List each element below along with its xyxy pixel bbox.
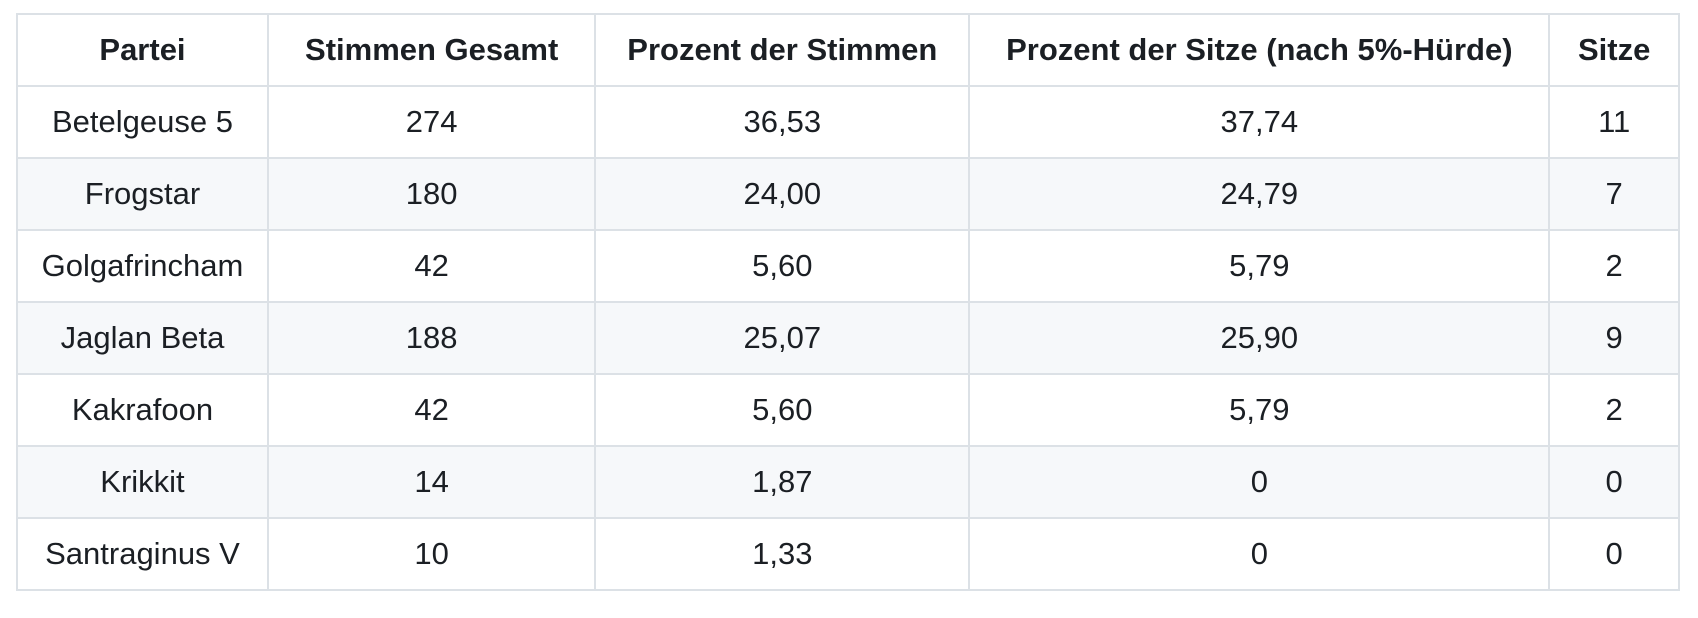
table-row: Betelgeuse 5 274 36,53 37,74 11	[16, 85, 1680, 159]
column-header-prozent-stimmen: Prozent der Stimmen	[594, 13, 971, 87]
table-cell: 0	[968, 445, 1551, 519]
table-cell: 25,90	[968, 301, 1551, 375]
table-cell: 1,87	[594, 445, 971, 519]
table-cell: 0	[968, 517, 1551, 591]
table-cell: 2	[1548, 373, 1680, 447]
table-cell: 10	[266, 517, 597, 591]
table-cell: Golgafrincham	[16, 229, 269, 303]
table-cell: 5,60	[594, 373, 971, 447]
table-cell: 14	[266, 445, 597, 519]
table-cell: 5,79	[968, 373, 1551, 447]
table-cell: 24,00	[594, 157, 971, 231]
table-cell: 42	[266, 373, 597, 447]
table-cell: 42	[266, 229, 597, 303]
table-cell: 0	[1548, 517, 1680, 591]
column-header-sitze: Sitze	[1548, 13, 1680, 87]
table-cell: 11	[1548, 85, 1680, 159]
table-row: Golgafrincham 42 5,60 5,79 2	[16, 229, 1680, 303]
table-cell: 1,33	[594, 517, 971, 591]
table-cell: 24,79	[968, 157, 1551, 231]
column-header-stimmen-gesamt: Stimmen Gesamt	[266, 13, 597, 87]
table-cell: Frogstar	[16, 157, 269, 231]
table-cell: Kakrafoon	[16, 373, 269, 447]
table-cell: 188	[266, 301, 597, 375]
table-cell: Santraginus V	[16, 517, 269, 591]
table-cell: 5,79	[968, 229, 1551, 303]
table-cell: 2	[1548, 229, 1680, 303]
table-cell: 180	[266, 157, 597, 231]
table-cell: 37,74	[968, 85, 1551, 159]
header-row: Partei Stimmen Gesamt Prozent der Stimme…	[16, 13, 1680, 87]
column-header-prozent-sitze: Prozent der Sitze (nach 5%-Hürde)	[968, 13, 1551, 87]
column-header-partei: Partei	[16, 13, 269, 87]
table-cell: 36,53	[594, 85, 971, 159]
table-cell: 0	[1548, 445, 1680, 519]
table-cell: 25,07	[594, 301, 971, 375]
table-cell: 5,60	[594, 229, 971, 303]
table-cell: Betelgeuse 5	[16, 85, 269, 159]
table-body: Betelgeuse 5 274 36,53 37,74 11 Frogstar 180 24…	[16, 85, 1680, 591]
table-header: Partei Stimmen Gesamt Prozent der Stimme…	[16, 13, 1680, 87]
table-cell: Jaglan Beta	[16, 301, 269, 375]
table-cell: 9	[1548, 301, 1680, 375]
table-row: Krikkit 14 1,87 0 0	[16, 445, 1680, 519]
election-results-table: Partei Stimmen Gesamt Prozent der Stimme…	[16, 13, 1680, 591]
table-row: Kakrafoon 42 5,60 5,79 2	[16, 373, 1680, 447]
table-row: Jaglan Beta 188 25,07 25,90 9	[16, 301, 1680, 375]
table-row: Frogstar 180 24,00 24,79 7	[16, 157, 1680, 231]
table-row: Santraginus V 10 1,33 0 0	[16, 517, 1680, 591]
table-cell: Krikkit	[16, 445, 269, 519]
table-cell: 7	[1548, 157, 1680, 231]
table-cell: 274	[266, 85, 597, 159]
